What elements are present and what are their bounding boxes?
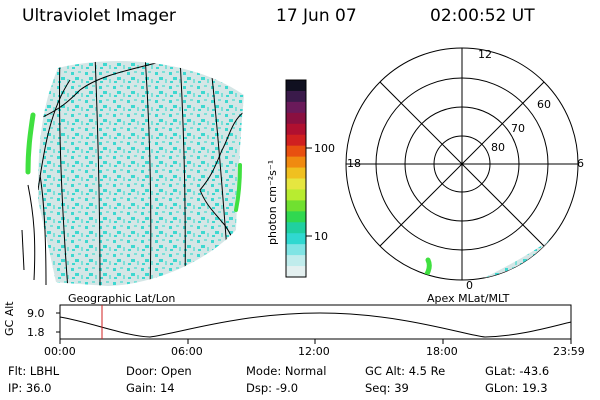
mlt-label-0: 0 [466,279,473,292]
colorbar-band [286,266,306,278]
colorbar-band [286,90,306,103]
info-glat: GLat: -43.6 [485,364,550,378]
colorbar-band [286,233,306,245]
colorbar-tick-10: 10 [314,230,328,243]
colorbar-band [286,112,306,125]
colorbar-band [286,145,306,158]
colorbar-band [286,255,306,267]
colorbar-band [286,244,306,256]
date-label: 17 Jun 07 [276,6,357,26]
timeline-y-tick-1: 1.8 [27,326,45,339]
timeline-y-tick-9: 9.0 [27,307,45,320]
mlt-label-18: 18 [347,157,361,170]
info-gc-alt: GC Alt: 4.5 Re [365,364,446,378]
colorbar-band [286,178,306,191]
geographic-panel-label: Geographic Lat/Lon [68,292,176,305]
mlat-label-70: 70 [511,122,525,135]
timeline-x-tick-1200: 12:00 [298,345,330,358]
apex-panel-label: Apex MLat/MLT [427,292,510,305]
colorbar-frame [285,79,307,278]
info-seq: Seq: 39 [365,381,409,395]
info-flt: Flt: LBHL [8,364,60,378]
timeline-x-tick-0000: 00:00 [44,345,76,358]
mlt-label-6: 6 [577,157,584,170]
mlat-label-80: 80 [491,141,505,154]
colorbar-band [286,123,306,136]
instrument-title: Ultraviolet Imager [22,6,176,26]
info-dsp: Dsp: -9.0 [246,381,299,395]
polar-plot [345,47,579,281]
colorbar-tick-100: 100 [314,142,335,155]
time-label: 02:00:52 UT [430,6,535,26]
info-mode: Mode: Normal [246,364,327,378]
colorbar-band [286,211,306,223]
info-ip: IP: 36.0 [8,381,52,395]
colorbar-band [286,222,306,234]
colorbar-band [286,134,306,147]
mlt-label-12: 12 [478,48,492,61]
timeline-x-tick-2359: 23:59 [553,345,585,358]
timeline-x-tick-1800: 18:00 [426,345,458,358]
info-glon: GLon: 19.3 [485,381,548,395]
colorbar-band [286,189,306,201]
timeline-y-label: GC Alt [3,301,16,336]
colorbar-unit-label: photon cm⁻²s⁻¹ [266,159,279,245]
info-gain: Gain: 14 [126,381,175,395]
colorbar-band [286,167,306,180]
geographic-image [21,60,244,287]
info-door: Door: Open [126,364,192,378]
colorbar-band [286,156,306,169]
altitude-timeline [56,304,572,344]
colorbar-band [286,80,306,92]
colorbar [286,80,306,278]
colorbar-band [286,200,306,212]
colorbar-band [286,101,306,114]
timeline-x-tick-0600: 06:00 [171,345,203,358]
mlat-label-60: 60 [537,98,551,111]
